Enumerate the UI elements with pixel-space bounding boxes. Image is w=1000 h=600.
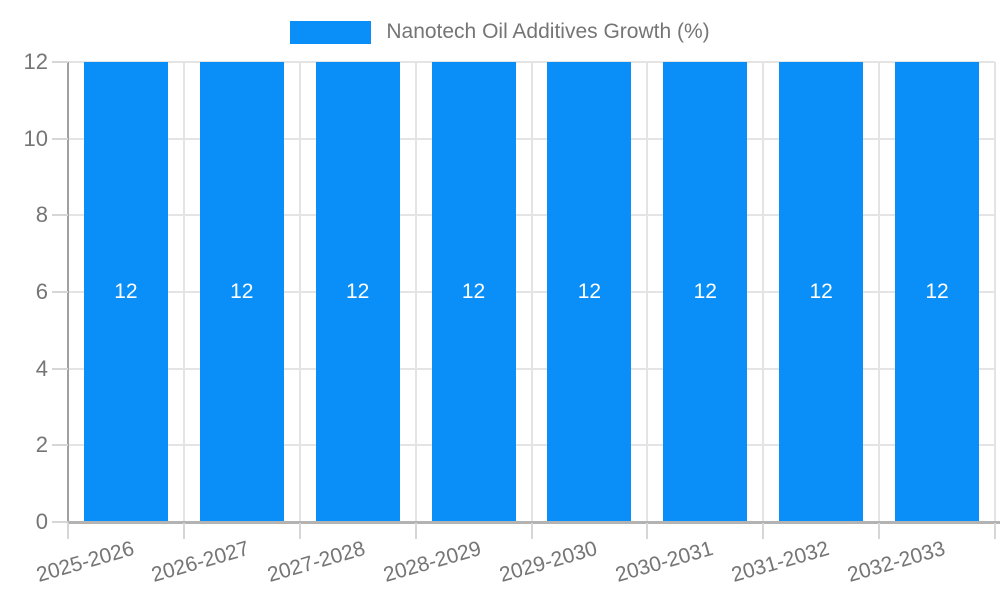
- x-tick-label: 2031-2032: [728, 537, 832, 587]
- bar[interactable]: [84, 62, 168, 522]
- x-tick-mark: [67, 523, 69, 539]
- bar[interactable]: [200, 62, 284, 522]
- x-tick-label: 2026-2027: [149, 537, 253, 587]
- y-tick-label: 0: [35, 509, 48, 534]
- x-tick-mark: [646, 523, 649, 539]
- x-gridline: [530, 62, 533, 522]
- y-tick-mark: [52, 521, 68, 523]
- bar-value-label: 12: [809, 280, 833, 303]
- y-tick-label: 6: [35, 279, 48, 304]
- y-tick-mark: [52, 137, 68, 140]
- x-tick-mark: [414, 523, 417, 539]
- bar[interactable]: [779, 62, 863, 522]
- x-tick-mark: [762, 523, 765, 539]
- y-tick-label: 8: [35, 202, 48, 228]
- bar[interactable]: [316, 62, 400, 522]
- bar-value-label: 12: [230, 280, 254, 303]
- x-tick-label: 2025-2026: [33, 537, 137, 587]
- x-gridline: [414, 62, 417, 522]
- x-tick-label: 2029-2030: [496, 537, 600, 587]
- y-tick-mark: [52, 367, 68, 370]
- x-tick-mark: [530, 523, 533, 539]
- x-tick-mark: [878, 523, 881, 539]
- legend[interactable]: Nanotech Oil Additives Growth (%): [0, 20, 1000, 44]
- x-gridline: [182, 62, 185, 522]
- bar[interactable]: [895, 62, 979, 522]
- bar-value-label: 12: [346, 280, 370, 303]
- bar-value-label: 12: [693, 280, 717, 303]
- x-gridline: [298, 62, 301, 522]
- y-tick-mark: [52, 291, 68, 293]
- y-tick-label: 4: [35, 355, 48, 381]
- legend-swatch: [290, 20, 372, 44]
- bar-value-label: 12: [925, 280, 949, 303]
- x-tick-mark: [182, 523, 185, 539]
- x-gridline: [762, 62, 765, 522]
- x-gridline: [878, 62, 881, 522]
- x-gridline: [994, 62, 996, 522]
- y-tick-label: 2: [35, 432, 48, 458]
- bar[interactable]: [432, 62, 516, 522]
- x-axis-line: [68, 521, 1000, 524]
- bar[interactable]: [663, 62, 747, 522]
- y-tick-mark: [52, 61, 68, 63]
- y-tick-label: 10: [23, 125, 48, 151]
- y-tick-mark: [52, 214, 68, 217]
- x-tick-mark: [298, 523, 301, 539]
- x-tick-label: 2028-2029: [381, 537, 484, 587]
- bar[interactable]: [547, 62, 631, 522]
- legend-label: Nanotech Oil Additives Growth (%): [386, 20, 710, 43]
- y-axis-line: [67, 62, 69, 524]
- y-tick-mark: [52, 444, 68, 447]
- bar-value-label: 12: [461, 280, 486, 303]
- y-tick-label: 12: [23, 49, 48, 74]
- bar-value-label: 12: [114, 280, 138, 303]
- x-tick-label: 2032-2033: [844, 537, 948, 587]
- bar-value-label: 12: [577, 280, 602, 303]
- x-tick-mark: [994, 523, 996, 539]
- x-tick-label: 2027-2028: [265, 537, 369, 587]
- x-gridline: [646, 62, 649, 522]
- x-tick-label: 2030-2031: [612, 537, 716, 587]
